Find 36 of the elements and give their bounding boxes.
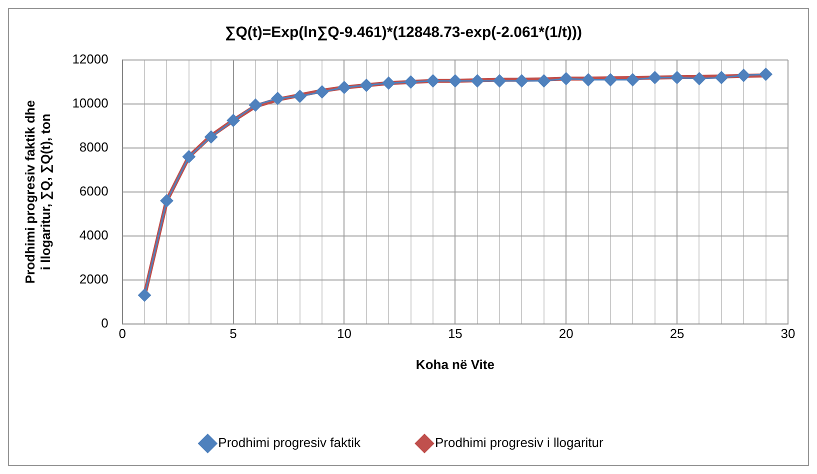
x-tick-label: 15 [448,326,462,342]
point [582,73,595,86]
y-axis-title: Prodhimi progresiv faktik dhe i llogaritur, ∑Q, ∑Q(t), ton [22,100,53,284]
chart-title: ∑Q(t)=Exp(ln∑Q-9.461)*(12848.73-exp(-2.061*(1/t))) [225,24,582,42]
point [626,73,640,86]
x-tick-label: 0 [118,326,126,342]
x-tick-label: 30 [780,326,796,342]
point [248,98,262,112]
point [316,85,329,98]
x-tick-label: 25 [670,326,684,342]
point [692,72,706,86]
y-tick-label: 2000 [79,271,108,286]
point [714,71,728,84]
point [493,74,506,88]
point [271,92,284,105]
point [204,130,218,144]
y-tick-label: 10000 [72,96,108,111]
point [470,74,484,88]
y-tick-label: 6000 [79,183,108,198]
point [293,90,306,103]
point [759,68,772,81]
y-tick-label: 12000 [72,52,108,67]
y-tick-label: 8000 [79,140,108,155]
y-tick-label: 0 [101,315,108,330]
point [604,73,617,86]
legend-label: Prodhimi progresiv i llogaritur [434,435,604,450]
legend-label: Prodhimi progresiv faktik [218,435,361,450]
x-tick-label: 5 [230,326,237,342]
point [670,71,684,84]
point [515,74,528,88]
y-tick-label: 4000 [79,227,108,242]
point [737,68,750,82]
x-tick-label: 10 [337,326,352,342]
point [537,74,550,88]
x-tick-label: 20 [558,326,574,342]
x-axis-title: Koha në Vite [416,356,494,372]
